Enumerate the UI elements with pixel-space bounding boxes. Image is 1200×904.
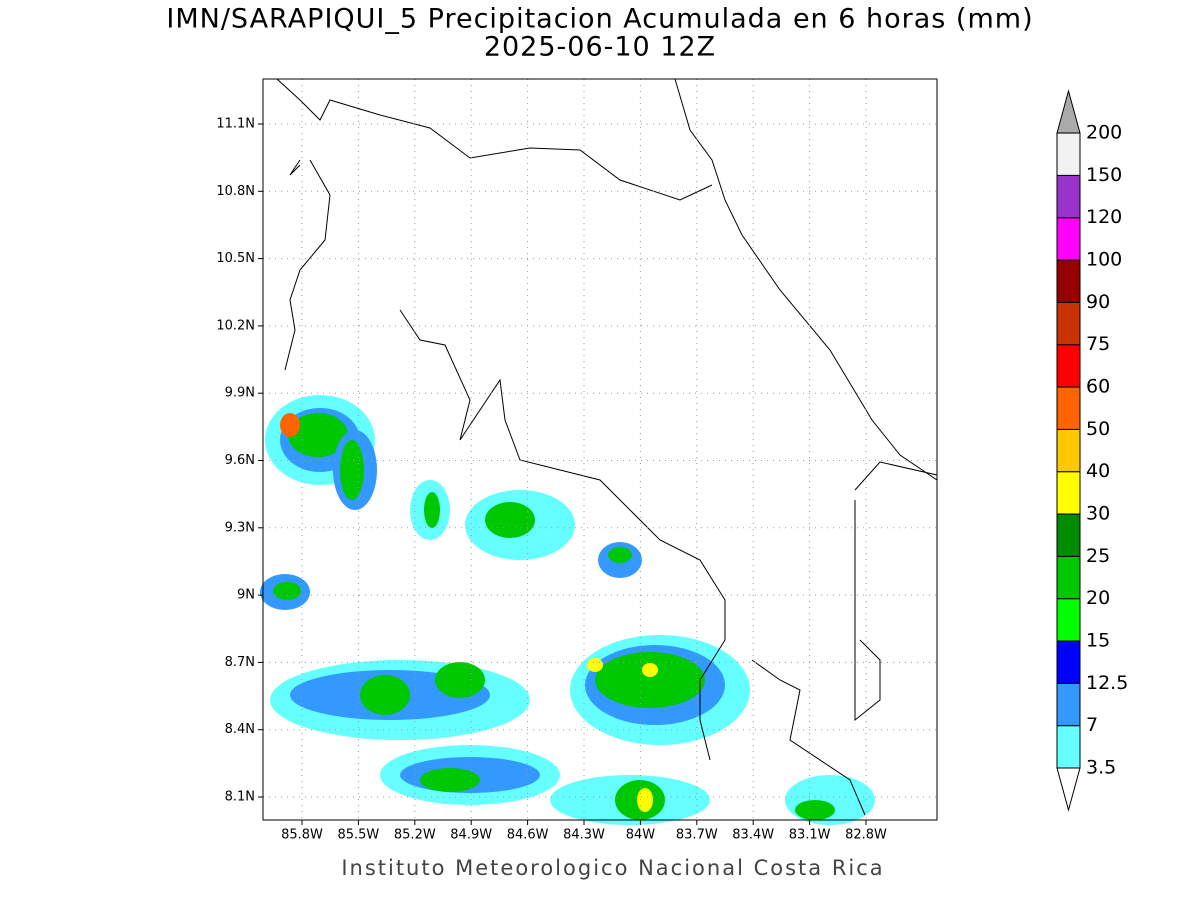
colorbar-segment	[1056, 386, 1081, 430]
subtitle: 2025-06-10 12Z	[484, 32, 716, 63]
colorbar-segment	[1056, 598, 1081, 642]
grid	[258, 79, 937, 825]
lon-label: 84.3W	[563, 828, 605, 843]
title: IMN/SARAPIQUI_5 Precipitacion Acumulada …	[166, 4, 1033, 35]
colorbar: 3.5 7 12.5 15 20 25 30 40 50 60 75 90 100 120 150 200	[1056, 89, 1128, 812]
lat-label: 10.8N	[216, 184, 255, 199]
colorbar-label: 12.5	[1086, 672, 1128, 694]
footer: Instituto Meteorologico Nacional Costa R…	[341, 856, 884, 880]
lat-label: 9.3N	[225, 520, 255, 535]
colorbar-segment	[1056, 217, 1081, 261]
lon-label: 84W	[626, 828, 656, 843]
colorbar-label: 15	[1086, 630, 1110, 652]
lon-label: 82.8W	[845, 828, 887, 843]
lat-label: 8.7N	[225, 655, 255, 670]
colorbar-segment	[1056, 640, 1081, 684]
colorbar-low-arrow	[1056, 767, 1081, 812]
lon-label: 85.2W	[394, 828, 436, 843]
colorbar-label: 30	[1086, 503, 1110, 525]
lat-label: 10.5N	[216, 251, 255, 266]
colorbar-label: 50	[1086, 418, 1110, 440]
colorbar-segment	[1056, 132, 1081, 176]
lon-label: 85.8W	[281, 828, 323, 843]
colorbar-segment	[1056, 428, 1081, 473]
lat-label: 9.9N	[225, 386, 255, 401]
colorbar-segment	[1056, 682, 1081, 727]
lat-label: 8.1N	[225, 790, 255, 805]
lon-label: 84.6W	[507, 828, 549, 843]
colorbar-segment	[1056, 471, 1081, 515]
colorbar-label: 150	[1086, 164, 1122, 186]
lon-label: 83.4W	[732, 828, 774, 843]
colorbar-label: 120	[1086, 206, 1122, 228]
colorbar-label: 200	[1086, 122, 1122, 144]
precip-areas	[260, 395, 875, 825]
map-frame	[262, 78, 938, 821]
colorbar-segment	[1056, 513, 1081, 557]
colorbar-segment	[1056, 301, 1081, 346]
map	[258, 78, 938, 825]
lat-label: 8.4N	[225, 722, 255, 737]
lon-label: 83.7W	[676, 828, 718, 843]
colorbar-segment	[1056, 555, 1081, 600]
lon-label: 83.1W	[789, 828, 831, 843]
lat-label: 9N	[237, 588, 255, 603]
lat-label: 10.2N	[216, 318, 255, 333]
colorbar-segment	[1056, 259, 1081, 303]
colorbar-high-arrow	[1056, 89, 1081, 134]
colorbar-label: 3.5	[1086, 757, 1116, 779]
colorbar-label: 7	[1086, 714, 1098, 736]
lat-label: 11.1N	[216, 117, 255, 132]
coastline	[276, 78, 938, 816]
colorbar-segment	[1056, 174, 1081, 219]
colorbar-segment	[1056, 725, 1081, 769]
colorbar-label: 60	[1086, 376, 1110, 398]
colorbar-label: 40	[1086, 460, 1110, 482]
colorbar-label: 75	[1086, 333, 1110, 355]
lon-label: 84.9W	[450, 828, 492, 843]
colorbar-label: 90	[1086, 291, 1110, 313]
colorbar-segment	[1056, 344, 1081, 388]
lon-label: 85.5W	[337, 828, 379, 843]
lat-label: 9.6N	[225, 453, 255, 468]
colorbar-label: 100	[1086, 249, 1122, 271]
colorbar-label: 20	[1086, 587, 1110, 609]
colorbar-label: 25	[1086, 545, 1110, 567]
